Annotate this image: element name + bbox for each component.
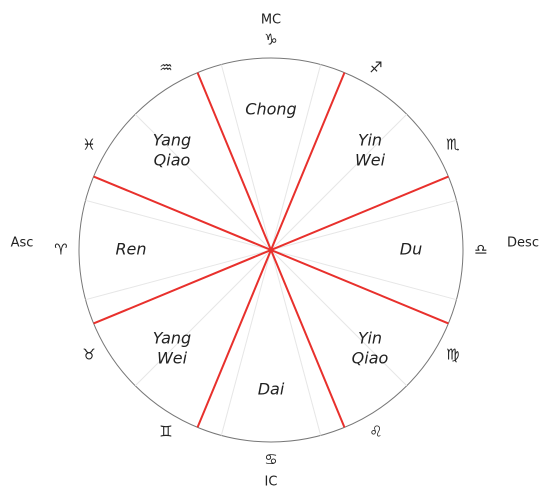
zodiac-sign: ♋ [264, 451, 277, 469]
house-line [270, 249, 408, 387]
sector-label: Yang [153, 131, 191, 150]
house-line [270, 64, 322, 251]
house-line [85, 199, 272, 251]
axis-label: Asc [11, 236, 34, 251]
sector-label: Yin [358, 328, 382, 347]
house-line [270, 199, 457, 251]
sector-label: Ren [115, 240, 146, 259]
sector-label: Wei [157, 348, 188, 367]
sector-label: Chong [245, 100, 296, 119]
zodiac-sign: ♈ [54, 241, 67, 259]
zodiac-sign: ♌ [369, 422, 382, 440]
zodiac-sign: ♓ [82, 136, 95, 154]
house-line [220, 249, 272, 436]
house-line [134, 113, 272, 251]
house-line [270, 113, 408, 251]
zodiac-sign: ♐ [369, 59, 382, 77]
zodiac-sign: ♑ [264, 31, 277, 49]
house-line [270, 249, 457, 301]
axis-label: Desc [507, 236, 539, 251]
sector-label: Yang [153, 328, 191, 347]
zodiac-sign: ♉ [82, 346, 95, 364]
sector-line [196, 72, 346, 428]
axis-label: IC [265, 475, 278, 490]
axis-label: MC [261, 13, 281, 28]
sector-label: Wei [355, 151, 386, 170]
sector-label: Qiao [154, 151, 191, 170]
sector-label: Dai [258, 380, 285, 399]
zodiac-sign: ♊ [159, 422, 172, 440]
outer-circle [78, 57, 464, 443]
house-line [134, 249, 272, 387]
house-line [220, 64, 272, 251]
sector-label: Qiao [352, 348, 389, 367]
zodiac-sign: ♒ [159, 59, 172, 77]
zodiac-sign: ♍ [446, 346, 459, 364]
house-line [270, 249, 322, 436]
zodiac-sign: ♎ [474, 241, 487, 259]
zodiac-sign: ♏ [446, 136, 460, 154]
sector-label: Yin [358, 131, 382, 150]
sector-label: Du [400, 240, 422, 259]
house-line [85, 249, 272, 301]
